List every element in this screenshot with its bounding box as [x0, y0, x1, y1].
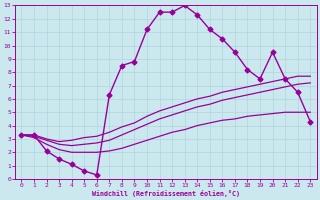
X-axis label: Windchill (Refroidissement éolien,°C): Windchill (Refroidissement éolien,°C): [92, 190, 240, 197]
